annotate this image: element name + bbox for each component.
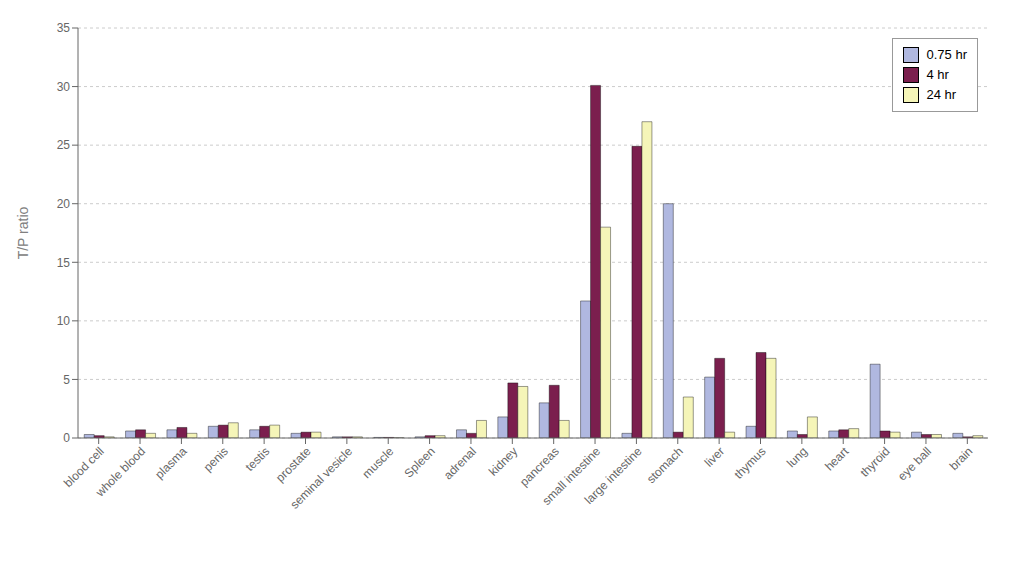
- svg-text:0: 0: [63, 431, 70, 445]
- html-text:0.75 hr: 0.75 hr: [926, 47, 967, 62]
- svg-text:prostate: prostate: [273, 444, 314, 485]
- svg-text:eye ball: eye ball: [895, 444, 934, 483]
- svg-text:15: 15: [57, 256, 71, 270]
- svg-text:plasma: plasma: [152, 444, 189, 481]
- svg-text:T/P ratio: T/P ratio: [15, 206, 31, 259]
- svg-text:whole blood: whole blood: [92, 444, 148, 500]
- svg-text:20: 20: [57, 197, 71, 211]
- svg-text:Spleen: Spleen: [401, 444, 437, 480]
- html-text:24 hr: 24 hr: [926, 87, 957, 102]
- svg-text:35: 35: [57, 21, 71, 35]
- svg-text:pancreas: pancreas: [517, 444, 562, 490]
- svg-text:stomach: stomach: [644, 444, 686, 486]
- svg-text:thymus: thymus: [731, 444, 768, 481]
- svg-text:kidney: kidney: [486, 444, 520, 478]
- svg-text:seminal vesicle: seminal vesicle: [288, 444, 356, 512]
- html-text:4 hr: 4 hr: [926, 67, 949, 82]
- svg-text:30: 30: [57, 80, 71, 94]
- svg-text:testis: testis: [243, 444, 273, 474]
- svg-text:blood cell: blood cell: [61, 444, 107, 490]
- svg-text:lung: lung: [784, 444, 810, 470]
- svg-text:muscle: muscle: [360, 444, 397, 481]
- svg-text:5: 5: [63, 373, 70, 387]
- svg-text:small intestine: small intestine: [539, 444, 604, 508]
- svg-text:adrenal: adrenal: [441, 444, 479, 482]
- svg-text:thyroid: thyroid: [857, 444, 892, 479]
- svg-text:10: 10: [57, 314, 71, 328]
- svg-text:heart: heart: [822, 444, 852, 474]
- svg-text:penis: penis: [201, 444, 231, 474]
- svg-text:large intestine: large intestine: [582, 444, 645, 507]
- svg-text:25: 25: [57, 138, 71, 152]
- svg-text:brain: brain: [947, 444, 976, 473]
- svg-text:liver: liver: [702, 444, 727, 469]
